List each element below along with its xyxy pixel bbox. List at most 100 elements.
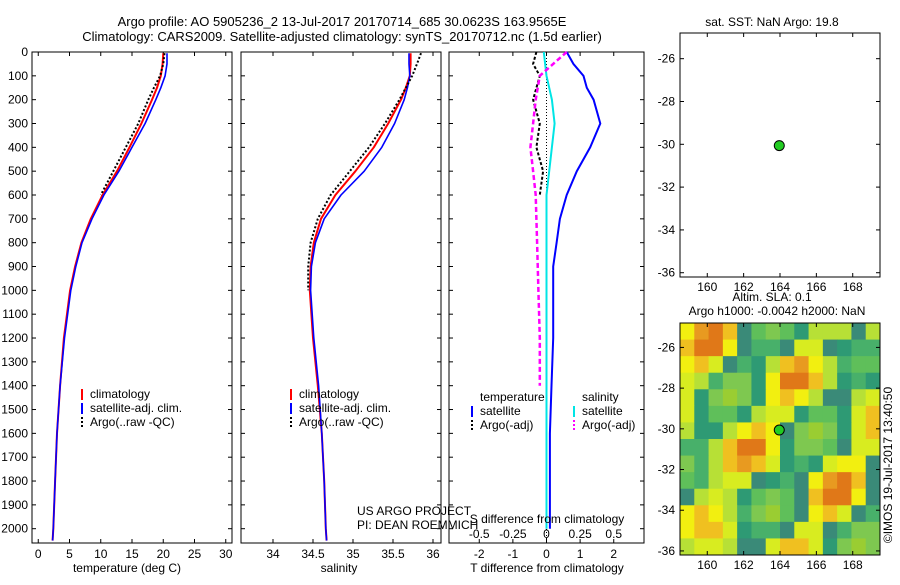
x-tick-label: 166 xyxy=(806,280,826,294)
x-tick-label: 34.5 xyxy=(301,547,325,561)
sla-map-title1: Altim. SLA: 0.1 xyxy=(732,290,812,304)
salinity-xlabel: salinity xyxy=(321,561,358,575)
sla-cell xyxy=(694,538,710,556)
y-tick-label: 600 xyxy=(8,188,28,202)
sla-cell xyxy=(837,405,852,423)
y-tick-label: 200 xyxy=(8,93,28,107)
sla-cell xyxy=(708,505,724,523)
sla-cell xyxy=(822,339,838,357)
sla-cell xyxy=(780,439,795,457)
series-line-1 xyxy=(309,53,411,541)
sla-cell xyxy=(837,538,852,556)
sla-cell xyxy=(765,323,781,341)
y-tick-label: -34 xyxy=(658,223,676,237)
y-tick-label: 900 xyxy=(8,260,28,274)
sla-cell xyxy=(851,439,867,457)
sla-cell xyxy=(737,439,752,457)
footer-credit: ©IMOS 19-Jul-2017 13:40:50 xyxy=(881,387,895,544)
sla-cell xyxy=(794,422,810,440)
sla-cell xyxy=(737,505,752,523)
x-tick-label-salinity: -0.25 xyxy=(499,527,527,541)
sla-cell xyxy=(851,488,867,506)
sla-cell xyxy=(780,339,795,357)
sla-cell xyxy=(708,389,724,407)
map-frame xyxy=(679,32,881,278)
y-tick-label: 1300 xyxy=(1,355,28,369)
sla-cell xyxy=(808,405,824,423)
sla-cell xyxy=(722,422,738,440)
sla-cell xyxy=(765,356,781,374)
x-tick-label: 164 xyxy=(770,280,790,294)
sla-cell xyxy=(737,422,752,440)
sla-cell xyxy=(851,521,867,539)
sla-cell xyxy=(737,339,752,357)
sla-cell xyxy=(865,339,881,357)
sla-cell xyxy=(708,405,724,423)
legend-label: Argo(..raw -QC) xyxy=(90,415,175,429)
sla-cell xyxy=(837,323,852,341)
sla-cell xyxy=(680,339,695,357)
sla-cell xyxy=(751,356,767,374)
sla-cell xyxy=(808,323,824,341)
sla-cell xyxy=(722,323,738,341)
sla-cell xyxy=(780,405,795,423)
sla-cell xyxy=(694,521,710,539)
sla-cell xyxy=(851,323,867,341)
sdiff-xlabel: S difference from climatology xyxy=(470,512,625,526)
header-line1: Argo profile: AO 5905236_2 13-Jul-2017 2… xyxy=(118,14,567,29)
sla-cell xyxy=(837,356,852,374)
sla-cell xyxy=(765,538,781,556)
sla-cell xyxy=(808,372,824,390)
sla-cell xyxy=(708,339,724,357)
x-tick-label-salinity: -0.5 xyxy=(469,527,490,541)
sla-cell xyxy=(680,323,695,341)
sla-cell xyxy=(780,538,795,556)
sla-cell xyxy=(737,389,752,407)
x-tick-label: -2 xyxy=(474,547,485,561)
series-line-2 xyxy=(307,52,422,291)
x-tick-label: 25 xyxy=(188,547,202,561)
sla-cell xyxy=(737,472,752,490)
y-tick-label: 1800 xyxy=(1,474,28,488)
sla-cell xyxy=(822,455,838,473)
sla-cell xyxy=(751,505,767,523)
sla-cell xyxy=(708,521,724,539)
sla-cell xyxy=(722,439,738,457)
sla-cell xyxy=(694,439,710,457)
sla-cell xyxy=(808,538,824,556)
y-tick-label: 1200 xyxy=(1,331,28,345)
sla-cell xyxy=(708,455,724,473)
sla-cell xyxy=(780,455,795,473)
x-tick-label: 168 xyxy=(843,558,863,572)
sla-cell xyxy=(765,405,781,423)
sla-cell xyxy=(865,405,881,423)
sla-cell xyxy=(751,372,767,390)
sla-cell xyxy=(737,405,752,423)
sla-cell xyxy=(865,472,881,490)
y-tick-label: 1900 xyxy=(1,498,28,512)
sla-cell xyxy=(780,323,795,341)
sla-cell xyxy=(780,488,795,506)
sla-cell xyxy=(708,372,724,390)
sla-map-panel: 160 162 164 166 168 -26 -28 -30 -32 -34 -36 xyxy=(658,322,881,572)
sla-cell xyxy=(694,339,710,357)
sla-cell xyxy=(751,488,767,506)
x-tick-label: 1 xyxy=(577,547,584,561)
sla-cell xyxy=(708,422,724,440)
temperature-panel: 0100200300400500600700800900100011001200… xyxy=(1,45,232,561)
sla-cell xyxy=(822,439,838,457)
plot-frame xyxy=(240,51,442,544)
sla-cell xyxy=(794,339,810,357)
y-tick-label: -26 xyxy=(658,52,676,66)
diff-series-3 xyxy=(529,51,568,386)
y-tick-label: 800 xyxy=(8,236,28,250)
legend-label: satellite xyxy=(480,404,521,418)
x-tick-label-salinity: 0.25 xyxy=(568,527,592,541)
sla-cell xyxy=(680,372,695,390)
y-tick-label: -32 xyxy=(658,180,676,194)
sla-cell xyxy=(822,472,838,490)
sla-cell xyxy=(837,422,852,440)
y-tick-label: 100 xyxy=(8,69,28,83)
x-tick-label: 0 xyxy=(35,547,42,561)
